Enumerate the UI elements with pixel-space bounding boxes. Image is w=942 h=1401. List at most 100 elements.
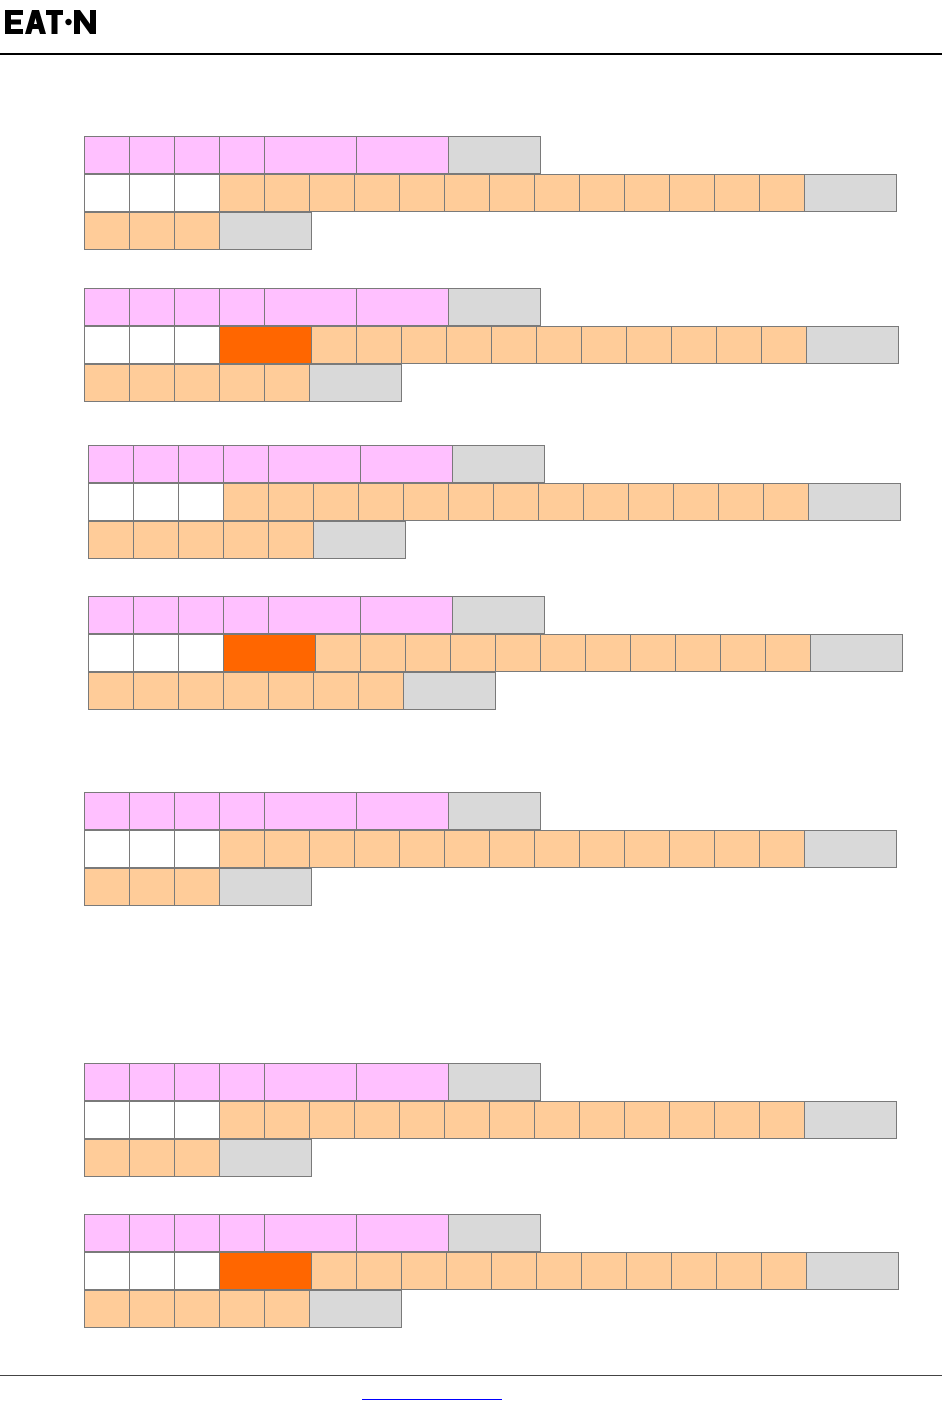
frame-data-row: [84, 830, 897, 868]
data-field: [264, 364, 310, 402]
data-field: [268, 521, 314, 559]
data-field: [174, 364, 220, 402]
data-field: [624, 830, 670, 868]
data-field: [354, 174, 400, 212]
blank-field: [129, 830, 175, 868]
header-field-wide: [356, 288, 449, 326]
data-field: [491, 1252, 537, 1290]
data-field: [669, 1101, 715, 1139]
blank-field: [178, 483, 224, 521]
header-end-field: [448, 1214, 541, 1252]
data-field: [581, 326, 627, 364]
blank-field: [84, 174, 130, 212]
blank-field: [129, 1252, 175, 1290]
frame-tail-row: [84, 1290, 402, 1328]
data-field: [174, 212, 220, 250]
data-field: [626, 1252, 672, 1290]
blank-field: [133, 634, 179, 672]
data-field: [268, 672, 314, 710]
frame-tail-row: [84, 1139, 312, 1177]
frame-header-row: [88, 445, 545, 483]
data-field: [493, 483, 539, 521]
data-field: [129, 212, 175, 250]
blank-field: [174, 1101, 220, 1139]
footer-rule: [0, 1375, 942, 1376]
data-field: [84, 868, 130, 906]
data-field: [223, 521, 269, 559]
blank-field: [129, 1101, 175, 1139]
data-field: [88, 521, 134, 559]
frame-tail-row: [88, 672, 496, 710]
header-field: [133, 596, 179, 634]
highlight-field: [223, 634, 316, 672]
frame-header-row: [84, 1214, 541, 1252]
data-field: [624, 174, 670, 212]
data-field: [536, 1252, 582, 1290]
blank-field: [84, 1252, 130, 1290]
blank-field: [174, 830, 220, 868]
data-field: [581, 1252, 627, 1290]
header-field: [174, 136, 220, 174]
header-field: [219, 1214, 265, 1252]
data-field: [129, 868, 175, 906]
row-end-field: [804, 830, 897, 868]
data-field: [669, 830, 715, 868]
header-field-wide: [356, 1214, 449, 1252]
data-field: [583, 483, 629, 521]
header-field: [219, 792, 265, 830]
data-field: [356, 1252, 402, 1290]
data-field: [671, 326, 717, 364]
header-field: [84, 1214, 130, 1252]
frame-data-row: [88, 483, 901, 521]
data-field: [399, 830, 445, 868]
row-end-field: [808, 483, 901, 521]
blank-field: [84, 326, 130, 364]
data-field: [489, 830, 535, 868]
data-field: [223, 672, 269, 710]
data-field: [358, 672, 404, 710]
data-field: [714, 1101, 760, 1139]
data-field: [761, 326, 807, 364]
header-field: [88, 445, 134, 483]
data-field: [309, 830, 355, 868]
data-field: [399, 174, 445, 212]
data-field: [174, 1139, 220, 1177]
data-field: [399, 1101, 445, 1139]
data-field: [720, 634, 766, 672]
data-field: [84, 212, 130, 250]
frame-header-row: [88, 596, 545, 634]
header-field: [219, 136, 265, 174]
data-field: [759, 1101, 805, 1139]
frame-tail-row: [88, 521, 406, 559]
data-field: [444, 1101, 490, 1139]
header-field: [174, 792, 220, 830]
header-field-wide: [356, 136, 449, 174]
header-field: [219, 288, 265, 326]
frame-data-row: [84, 174, 897, 212]
data-field: [763, 483, 809, 521]
data-field: [405, 634, 451, 672]
data-field: [448, 483, 494, 521]
data-field: [403, 483, 449, 521]
data-field: [219, 1290, 265, 1328]
header-field: [223, 445, 269, 483]
data-field: [84, 1290, 130, 1328]
header-field: [88, 596, 134, 634]
row-end-field: [804, 1101, 897, 1139]
blank-field: [129, 174, 175, 212]
data-field: [356, 326, 402, 364]
data-field: [446, 326, 492, 364]
blank-field: [174, 326, 220, 364]
tail-end-field: [309, 364, 402, 402]
data-field: [129, 1139, 175, 1177]
data-field: [579, 830, 625, 868]
header-end-field: [448, 136, 541, 174]
footer-link-underline[interactable]: [362, 1399, 502, 1400]
data-field: [626, 326, 672, 364]
data-field: [671, 1252, 717, 1290]
eaton-logo: [5, 10, 96, 34]
header-field-wide: [360, 445, 453, 483]
data-field: [759, 174, 805, 212]
data-field: [129, 364, 175, 402]
data-field: [401, 326, 447, 364]
